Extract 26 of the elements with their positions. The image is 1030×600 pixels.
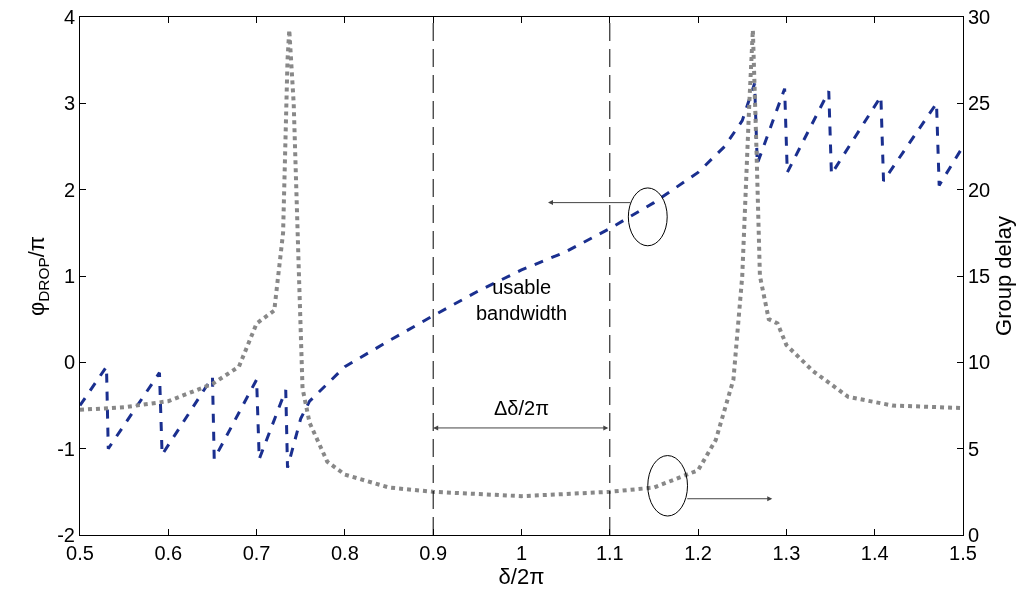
y-tick-label: 4 <box>63 6 75 28</box>
y-tick-label: 2 <box>63 178 75 201</box>
y2-tick-label: 30 <box>968 6 991 28</box>
x-tick-label: 1.4 <box>860 542 889 564</box>
y2-tick-label: 5 <box>968 437 980 460</box>
y-tick-label: -1 <box>57 437 75 460</box>
y2-tick-label: 20 <box>968 178 991 201</box>
y2-tick-label: 25 <box>968 92 991 115</box>
y-tick-label: 3 <box>63 92 75 115</box>
y2-tick-label: 10 <box>968 351 991 374</box>
x-tick-label: 0.6 <box>154 542 183 564</box>
x-tick-label: 1.1 <box>595 542 624 564</box>
annotation: Δδ/2π <box>494 397 549 419</box>
x-tick-label: 1.3 <box>772 542 801 564</box>
y2-tick-label: 15 <box>968 265 991 287</box>
x-tick-label: 0.8 <box>330 542 359 564</box>
annotation: usable bandwidth <box>476 276 568 324</box>
x-tick-label: 1.2 <box>684 542 713 564</box>
line-series <box>80 81 963 470</box>
x-axis-title: δ/2π <box>498 564 545 589</box>
y-tick-label: 0 <box>63 351 75 374</box>
x-tick-label: 0.9 <box>419 542 448 564</box>
y-tick-label: 1 <box>63 265 75 287</box>
y2-axis-title: Group delay <box>991 216 1017 336</box>
x-tick-label: 0.7 <box>242 542 271 564</box>
x-tick-label: 1 <box>515 542 528 564</box>
